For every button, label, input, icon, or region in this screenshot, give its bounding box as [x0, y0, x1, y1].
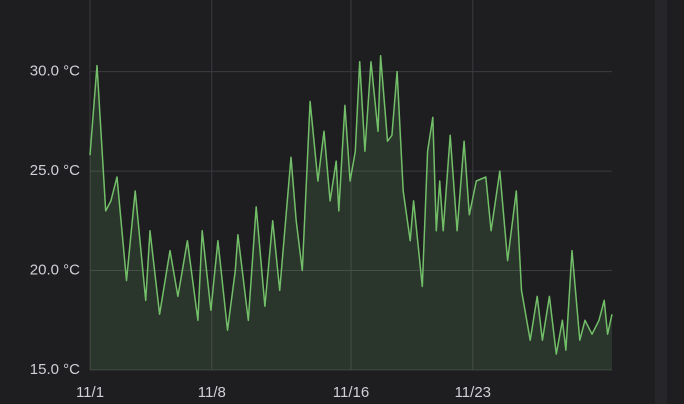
x-tick-label: 11/16: [333, 384, 369, 401]
scrollbar: [655, 0, 667, 404]
line: [89, 54, 613, 355]
y-tick-label: 20.0 °C: [30, 262, 80, 279]
y-tick-label: 30.0 °C: [30, 63, 80, 80]
x-tick-label: 11/23: [455, 384, 491, 401]
x-tick-label: 11/1: [76, 384, 104, 401]
area: [90, 55, 612, 370]
x-tick-label: 11/8: [198, 384, 226, 401]
y-tick-label: 15.0 °C: [30, 361, 80, 378]
y-tick-label: 25.0 °C: [30, 162, 80, 179]
